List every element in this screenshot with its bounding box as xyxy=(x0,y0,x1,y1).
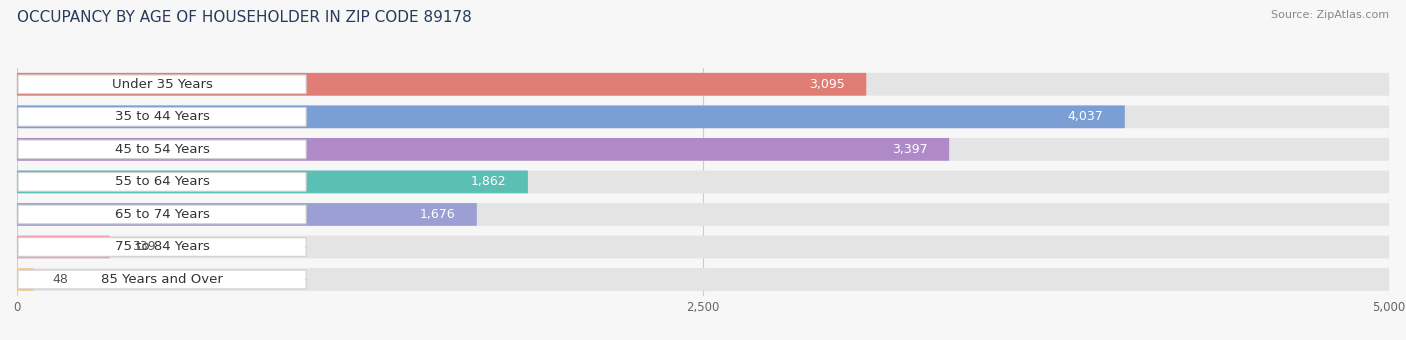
Text: 3,397: 3,397 xyxy=(891,143,927,156)
FancyBboxPatch shape xyxy=(17,171,527,193)
FancyBboxPatch shape xyxy=(18,173,307,191)
FancyBboxPatch shape xyxy=(17,268,1389,291)
FancyBboxPatch shape xyxy=(18,238,307,256)
Text: 339: 339 xyxy=(132,240,156,254)
FancyBboxPatch shape xyxy=(17,236,1389,258)
Text: Under 35 Years: Under 35 Years xyxy=(111,78,212,91)
Text: 45 to 54 Years: 45 to 54 Years xyxy=(115,143,209,156)
Text: 85 Years and Over: 85 Years and Over xyxy=(101,273,224,286)
Text: 48: 48 xyxy=(52,273,67,286)
Text: 35 to 44 Years: 35 to 44 Years xyxy=(115,110,209,123)
Text: 1,676: 1,676 xyxy=(419,208,456,221)
FancyBboxPatch shape xyxy=(17,105,1125,128)
Text: 55 to 64 Years: 55 to 64 Years xyxy=(115,175,209,188)
Text: 3,095: 3,095 xyxy=(808,78,845,91)
FancyBboxPatch shape xyxy=(18,140,307,159)
FancyBboxPatch shape xyxy=(18,107,307,126)
FancyBboxPatch shape xyxy=(17,171,1389,193)
FancyBboxPatch shape xyxy=(17,73,866,96)
FancyBboxPatch shape xyxy=(17,236,110,258)
FancyBboxPatch shape xyxy=(17,73,1389,96)
FancyBboxPatch shape xyxy=(18,205,307,224)
FancyBboxPatch shape xyxy=(17,138,1389,161)
FancyBboxPatch shape xyxy=(18,270,307,289)
Text: 65 to 74 Years: 65 to 74 Years xyxy=(115,208,209,221)
Text: 4,037: 4,037 xyxy=(1067,110,1102,123)
Text: 1,862: 1,862 xyxy=(471,175,506,188)
FancyBboxPatch shape xyxy=(17,138,949,161)
FancyBboxPatch shape xyxy=(17,203,477,226)
Text: OCCUPANCY BY AGE OF HOUSEHOLDER IN ZIP CODE 89178: OCCUPANCY BY AGE OF HOUSEHOLDER IN ZIP C… xyxy=(17,10,471,25)
Text: 75 to 84 Years: 75 to 84 Years xyxy=(115,240,209,254)
FancyBboxPatch shape xyxy=(18,75,307,94)
Text: Source: ZipAtlas.com: Source: ZipAtlas.com xyxy=(1271,10,1389,20)
FancyBboxPatch shape xyxy=(17,105,1389,128)
FancyBboxPatch shape xyxy=(17,268,34,291)
FancyBboxPatch shape xyxy=(17,203,1389,226)
